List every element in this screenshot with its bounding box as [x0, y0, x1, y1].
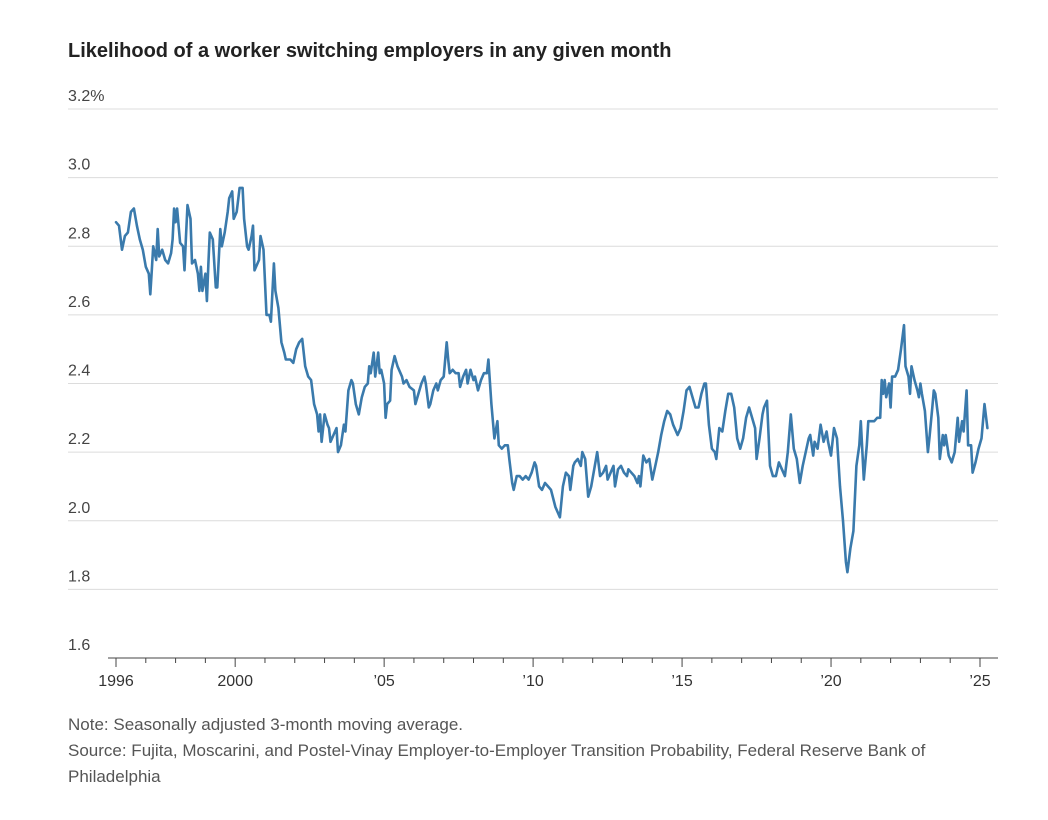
series-line-0 — [114, 186, 989, 574]
series-layer — [114, 186, 989, 574]
gridlines — [68, 108, 998, 590]
x-tick-label: ’05 — [373, 673, 394, 690]
y-tick-label: 2.2 — [68, 431, 90, 448]
y-tick-label: 2.8 — [68, 225, 90, 242]
x-axis-tick-labels: 1996 2000 ’05 ’10 ’15 ’20 ’25 — [98, 673, 991, 690]
x-tick-label: 2000 — [217, 673, 253, 690]
x-axis — [108, 657, 998, 667]
y-tick-label: 2.4 — [68, 363, 90, 380]
y-tick-label: 2.0 — [68, 500, 90, 517]
y-tick-label: 1.8 — [68, 568, 90, 585]
x-tick-label: ’20 — [820, 673, 841, 690]
source-text: Source: Fujita, Moscarini, and Postel-Vi… — [68, 741, 926, 786]
note-text: Note: Seasonally adjusted 3-month moving… — [68, 715, 464, 734]
y-tick-label: 1.6 — [68, 637, 90, 654]
y-tick-label: 2.6 — [68, 294, 90, 311]
chart-notes: Note: Seasonally adjusted 3-month moving… — [68, 712, 988, 790]
chart-title: Likelihood of a worker switching employe… — [68, 40, 672, 62]
x-tick-label: ’15 — [671, 673, 692, 690]
x-tick-label: ’10 — [522, 673, 543, 690]
line-chart: 3.2% 3.0 2.8 2.6 2.4 2.2 2.0 1.8 1.6 1996 2000 ’05… — [68, 88, 998, 690]
y-tick-label: 3.2% — [68, 88, 104, 105]
x-tick-label: ’25 — [969, 673, 990, 690]
y-tick-label: 3.0 — [68, 157, 90, 174]
y-axis-tick-labels: 3.2% 3.0 2.8 2.6 2.4 2.2 2.0 1.8 1.6 — [68, 88, 104, 654]
x-tick-label: 1996 — [98, 673, 134, 690]
